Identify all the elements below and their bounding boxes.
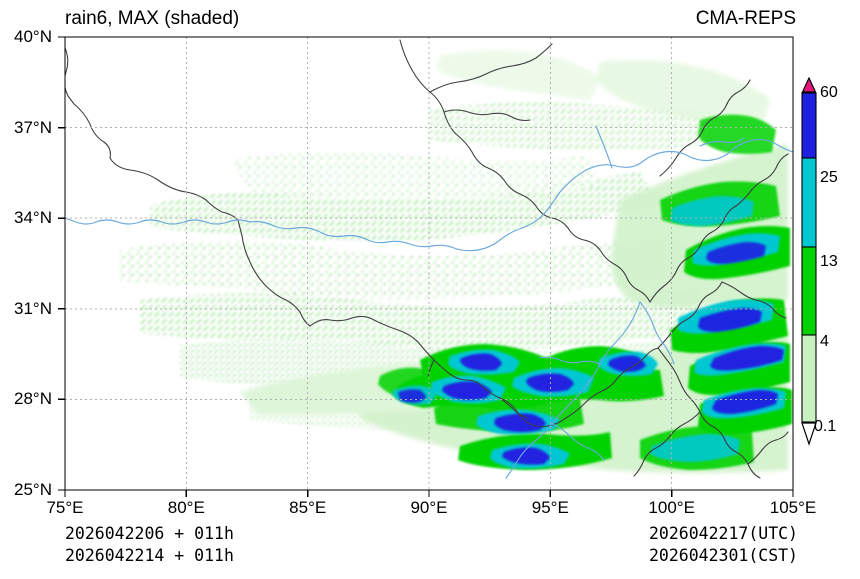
x-tick-label: 90°E (410, 498, 448, 517)
colorbar-tick-60: 60 (820, 84, 838, 101)
colorbar-band-4-13 (801, 246, 817, 336)
x-tick-label: 100°E (648, 498, 695, 517)
footer-init-time-cst: 2026042214 + 011h (65, 546, 234, 565)
page-title: rain6, MAX (shaded) (65, 8, 240, 29)
x-tick-label: 80°E (167, 498, 205, 517)
x-tick-label: 95°E (531, 498, 569, 517)
y-tick-label: 31°N (14, 298, 52, 318)
colorbar-tick-0.1: 0.1 (814, 418, 837, 435)
colorbar-tick-4: 4 (820, 333, 829, 350)
x-tick-label: 75°E (46, 498, 84, 517)
y-tick-label: 37°N (14, 117, 52, 137)
colorbar-tick-13: 13 (820, 253, 838, 270)
colorbar-under-arrow (801, 422, 817, 446)
y-tick-label: 28°N (14, 389, 52, 409)
footer-init-time-utc: 2026042206 + 011h (65, 524, 234, 543)
footer-valid-time-utc: 2026042217(UTC) (648, 524, 798, 543)
colorbar-band-25-60 (801, 92, 817, 159)
y-tick-label: 34°N (14, 208, 52, 228)
colorbar-tick-25: 25 (820, 169, 838, 186)
x-tick-label: 105°E (769, 498, 817, 517)
colorbar (801, 76, 817, 446)
y-tick-label: 40°N (14, 27, 52, 46)
x-tick-label: 85°E (289, 498, 327, 517)
y-tick-label: 25°N (14, 480, 52, 499)
footer-valid-time-cst: 2026042301(CST) (648, 546, 798, 565)
colorbar-band-0.1-4 (801, 334, 817, 423)
model-label: CMA-REPS (695, 8, 796, 29)
colorbar-over-arrow (801, 76, 817, 93)
colorbar-band-13-25 (801, 157, 817, 248)
